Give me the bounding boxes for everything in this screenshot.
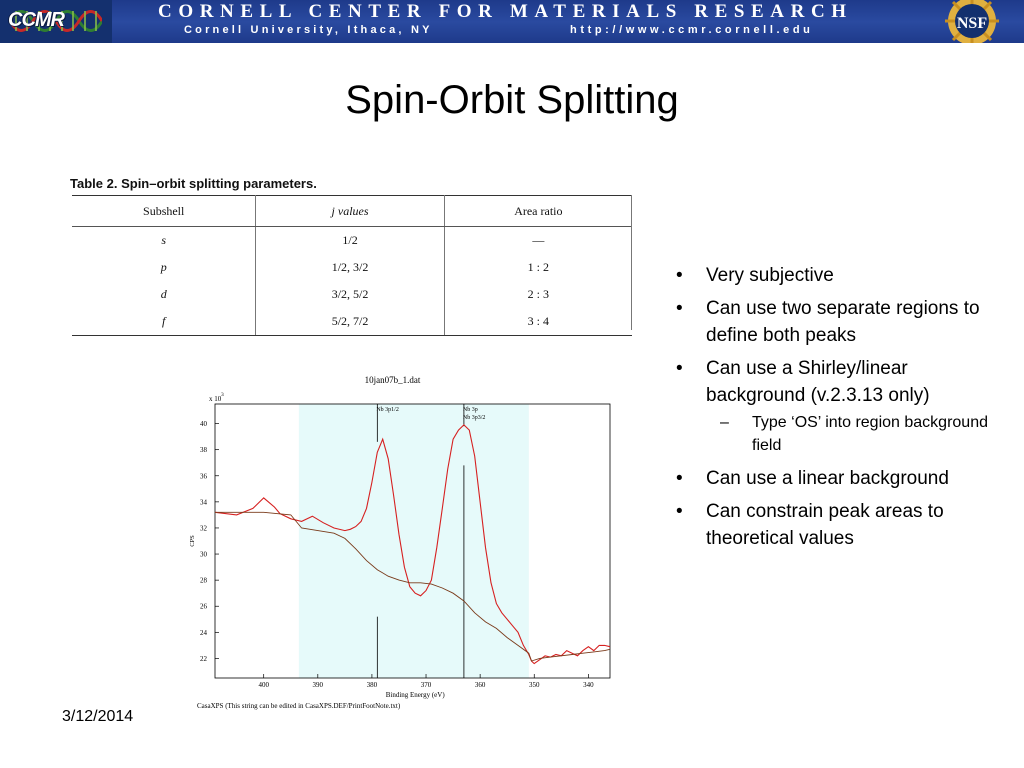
sub-bullet-text: Type ‘OS’ into region background field (752, 414, 988, 454)
y-tick-label: 30 (200, 551, 208, 559)
table-cell: 2 : 3 (527, 287, 550, 301)
peak-label: Nb 3p3/2 (463, 415, 486, 421)
table-row: d 3/2, 5/2 2 : 3 (72, 281, 632, 308)
x-tick-label: 380 (367, 681, 378, 689)
y-tick-label: 24 (200, 629, 208, 637)
bullet-item: • Can use a linear background (668, 465, 988, 492)
nsf-logo-text: NSF (957, 15, 987, 32)
y-tick-label: 32 (200, 524, 208, 532)
chart-footnote: CasaXPS (This string can be edited in Ca… (197, 702, 401, 710)
table-header-subshell: Subshell (72, 195, 257, 227)
table-caption-label: Table 2. (70, 176, 118, 191)
y-tick-label: 34 (200, 498, 208, 506)
table-cell: 5/2, 7/2 (255, 308, 445, 336)
x-tick-label: 370 (421, 681, 432, 689)
table-caption: Table 2. Spin–orbit splitting parameters… (70, 176, 317, 191)
x-tick-label: 400 (258, 681, 269, 689)
bullet-item: • Can use a Shirley/linear background (v.… (668, 355, 988, 409)
table-cell: 1/2, 3/2 (255, 254, 445, 281)
table-row: s 1/2 — (72, 226, 632, 254)
table-cell: 3/2, 5/2 (255, 281, 445, 308)
table-header-row: Subshell j values Area ratio (72, 195, 632, 227)
sub-bullet-marker: – (720, 414, 729, 431)
plot-frame (214, 403, 611, 679)
y-tick-label: 36 (200, 472, 208, 480)
x-axis-label: Binding Energy (eV) (386, 691, 446, 699)
y-tick-label: 38 (200, 446, 208, 454)
center-url[interactable]: http://www.ccmr.cornell.edu (570, 24, 814, 36)
table-header-j-values: j values (255, 195, 445, 227)
dna-helix-icon (10, 10, 102, 32)
bullet-text: Can use a Shirley/linear background (v.2… (706, 358, 930, 406)
y-tick-label: 28 (200, 577, 208, 585)
bullet-text: Can use two separate regions to define b… (706, 298, 980, 346)
background-line (215, 511, 611, 662)
y-tick-label: 22 (200, 655, 208, 663)
slide-date: 3/12/2014 (62, 708, 134, 725)
university-subtitle: Cornell University, Ithaca, NY (184, 24, 433, 36)
fit-region-shading (298, 404, 529, 678)
nsf-sunburst-icon (945, 0, 999, 43)
table-cell: 3 : 4 (444, 308, 632, 336)
table-cell: p (72, 254, 257, 281)
y-axis-exponent: 3 (221, 392, 224, 398)
ccmr-logo-text: CCMR (8, 9, 65, 31)
table-row: p 1/2, 3/2 1 : 2 (72, 254, 632, 281)
peak-label: Nb 3p1/2 (376, 407, 399, 413)
peak-label: Nb 3p (463, 407, 478, 413)
table-row: f 5/2, 7/2 3 : 4 (72, 308, 632, 336)
spin-orbit-table: Subshell j values Area ratio s 1/2 — p 1… (72, 195, 632, 336)
bullet-marker: • (676, 265, 683, 286)
bullet-text: Can use a linear background (706, 468, 949, 489)
y-tick-label: 40 (200, 420, 208, 428)
slide-title: Spin-Orbit Splitting (345, 78, 679, 122)
table-cell: 1 : 2 (527, 260, 550, 274)
bullet-text: Very subjective (706, 265, 834, 286)
x-tick-label: 350 (529, 681, 540, 689)
x-tick-label: 360 (475, 681, 486, 689)
sub-bullet-item: – Type ‘OS’ into region background field (668, 411, 988, 457)
center-title: Cornell Center for Materials Research (158, 1, 853, 22)
chart-title: 10jan07b_1.dat (365, 375, 421, 385)
x-tick-label: 340 (583, 681, 594, 689)
table-caption-text: Spin–orbit splitting parameters. (121, 176, 317, 191)
bullet-marker: • (676, 298, 683, 319)
table-header-area-ratio: Area ratio (444, 195, 632, 227)
bullet-item: • Can constrain peak areas to theoretical… (668, 498, 988, 552)
j-values-header-text: j values (331, 203, 369, 218)
table-cell: 1/2 (255, 226, 445, 254)
bullet-marker: • (676, 501, 683, 522)
table-cell: s (72, 226, 257, 254)
table-right-edge (631, 195, 632, 330)
y-tick-label: 26 (200, 603, 208, 611)
header-banner: CCMR Cornell Center for Materials Resear… (0, 0, 1024, 43)
y-axis-multiplier: x 10 (209, 395, 222, 403)
y-axis-label: CPS (189, 535, 196, 547)
spectrum-data-line (214, 424, 611, 665)
bullet-text: Can constrain peak areas to theoretical … (706, 501, 944, 549)
table-cell: f (72, 308, 257, 336)
x-tick-label: 390 (313, 681, 324, 689)
bullet-marker: • (676, 358, 683, 379)
table-cell: — (532, 233, 545, 247)
ccmr-logo: CCMR (0, 0, 112, 43)
nsf-logo: NSF (945, 0, 999, 43)
table-cell: d (72, 281, 257, 308)
bullet-list: • Very subjective • Can use two separate r… (668, 262, 988, 558)
bullet-item: • Can use two separate regions to define … (668, 295, 988, 349)
bullet-item: • Very subjective (668, 262, 988, 289)
bullet-marker: • (676, 468, 683, 489)
